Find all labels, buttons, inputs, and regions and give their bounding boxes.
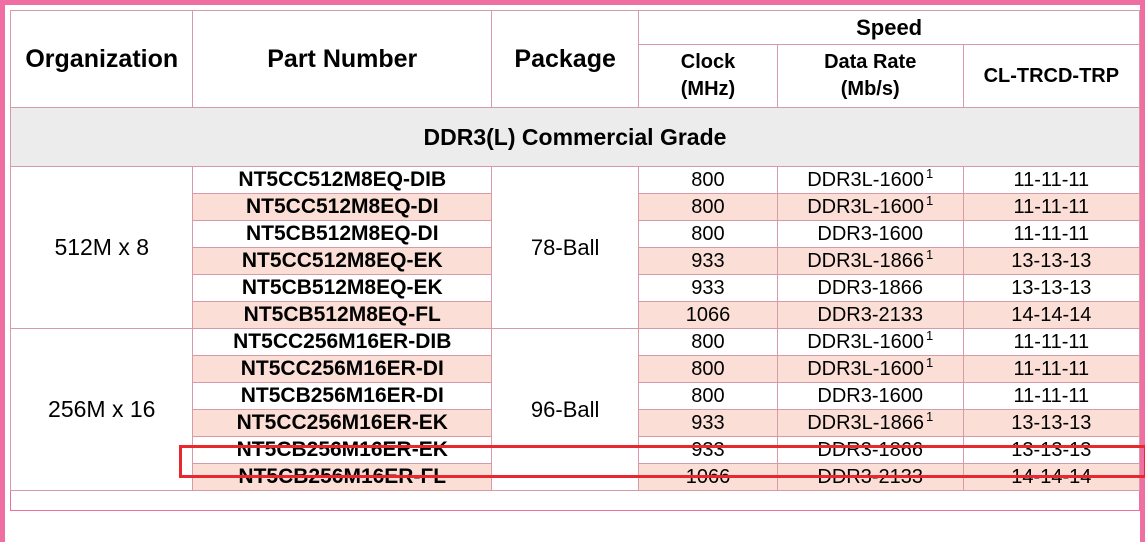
part-number-cell: NT5CB256M16ER-DI <box>192 382 493 410</box>
header-speed: Speed <box>638 10 1140 45</box>
data-rate-cell: DDR3-1866 <box>776 436 964 464</box>
clock-cell: 800 <box>638 220 778 248</box>
header-organization: Organization <box>9 10 194 108</box>
table-row: 512M x 8 NT5CC512M8EQ-DIB 78-Ball 800 DDR3L-… <box>9 166 1141 329</box>
part-number-cell: NT5CC256M16ER-DI <box>192 355 493 383</box>
data-rate-value: DDR3-1866 <box>817 276 923 299</box>
footnote-marker: 1 <box>925 328 934 343</box>
table-row: NT5CB512M8EQ-EK 933 DDR3-1866 13-13-13 <box>11 274 1141 302</box>
footnote-marker: 1 <box>925 166 934 181</box>
data-rate-cell: DDR3L-1600 1 <box>776 166 964 194</box>
clock-cell: 800 <box>638 193 778 221</box>
table-row: NT5CB256M16ER-DI 800 DDR3-1600 11-11-11 <box>11 382 1141 410</box>
timing-cell: 11-11-11 <box>962 220 1141 248</box>
header-part-number: Part Number <box>192 10 493 108</box>
timing-cell: 13-13-13 <box>962 409 1141 437</box>
timing-cell: 14-14-14 <box>962 301 1141 329</box>
part-number-cell: NT5CC256M16ER-DIB <box>192 328 493 356</box>
footnote-marker: 1 <box>925 193 934 208</box>
footnote-marker: 1 <box>925 355 934 370</box>
data-rate-cell: DDR3L-1866 1 <box>776 247 964 275</box>
clock-cell: 1066 <box>638 463 778 491</box>
timing-cell: 11-11-11 <box>962 382 1141 410</box>
header-timing: CL-TRCD-TRP <box>962 44 1141 108</box>
data-rate-cell: DDR3L-1600 1 <box>776 328 964 356</box>
package-cell: 78-Ball <box>491 166 640 329</box>
header-data-rate-title: Data Rate <box>824 51 917 73</box>
data-rate-cell: DDR3-1600 <box>776 220 964 248</box>
table-row: 256M x 16 NT5CC256M16ER-DIB 96-Ball 800 DDR3… <box>9 328 1141 491</box>
clock-cell: 800 <box>638 166 778 194</box>
table-row: NT5CC512M8EQ-DI 800 DDR3L-1600 1 11-11-11 <box>11 193 1141 221</box>
part-number-cell: NT5CB512M8EQ-EK <box>192 274 493 302</box>
header-clock-unit: (MHz) <box>680 78 736 100</box>
table-row: NT5CC256M16ER-DI 800 DDR3L-1600 1 11-11-11 <box>11 355 1141 383</box>
organization-cell: 256M x 16 <box>9 328 194 491</box>
part-number-table: Organization Part Number Package Speed C… <box>9 10 1141 511</box>
table-tail-row <box>10 490 1140 511</box>
data-rate-cell: DDR3-1866 <box>776 274 964 302</box>
part-number-cell: NT5CB256M16ER-FL <box>192 463 493 491</box>
table-row: NT5CB512M8EQ-DI 800 DDR3-1600 11-11-11 <box>11 220 1141 248</box>
clock-cell: 933 <box>638 274 778 302</box>
timing-cell: 11-11-11 <box>962 328 1141 356</box>
header-clock-title: Clock <box>680 51 736 73</box>
data-rate-cell: DDR3L-1600 1 <box>776 355 964 383</box>
timing-cell: 11-11-11 <box>962 166 1141 194</box>
footnote-marker: 1 <box>925 247 934 262</box>
table-row: NT5CC256M16ER-EK 933 DDR3L-1866 1 13-13-13 <box>11 409 1141 437</box>
part-number-cell: NT5CB512M8EQ-DI <box>192 220 493 248</box>
timing-cell: 13-13-13 <box>962 247 1141 275</box>
clock-cell: 800 <box>638 328 778 356</box>
data-rate-value: DDR3L-1600 <box>807 168 924 191</box>
timing-cell: 13-13-13 <box>962 436 1141 464</box>
header-data-rate-unit: (Mb/s) <box>840 78 900 100</box>
package-cell: 96-Ball <box>491 328 640 491</box>
data-rate-cell: DDR3-2133 <box>776 463 964 491</box>
part-number-cell: NT5CC512M8EQ-EK <box>192 247 493 275</box>
clock-cell: 933 <box>638 409 778 437</box>
part-number-cell: NT5CB512M8EQ-FL <box>192 301 493 329</box>
data-rate-cell: DDR3L-1600 1 <box>776 193 964 221</box>
table-row: NT5CB512M8EQ-FL 1066 DDR3-2133 14-14-14 <box>11 301 1141 329</box>
clock-cell: 1066 <box>638 301 778 329</box>
part-number-cell: NT5CC512M8EQ-DIB <box>192 166 493 194</box>
data-rate-cell: DDR3-2133 <box>776 301 964 329</box>
data-rate-value: DDR3L-1600 <box>807 357 924 380</box>
table-row: NT5CC512M8EQ-EK 933 DDR3L-1866 1 13-13-13 <box>11 247 1141 275</box>
data-rate-value: DDR3-1600 <box>817 384 923 407</box>
organization-cell: 512M x 8 <box>9 166 194 329</box>
data-rate-value: DDR3L-1866 <box>807 411 924 434</box>
timing-cell: 11-11-11 <box>962 355 1141 383</box>
timing-cell: 11-11-11 <box>962 193 1141 221</box>
data-rate-value: DDR3-2133 <box>817 303 923 326</box>
data-rate-value: DDR3-1600 <box>817 222 923 245</box>
header-clock: Clock (MHz) <box>638 44 778 108</box>
clock-cell: 933 <box>638 247 778 275</box>
clock-cell: 800 <box>638 355 778 383</box>
data-rate-cell: DDR3-1600 <box>776 382 964 410</box>
clock-cell: 800 <box>638 382 778 410</box>
part-number-cell: NT5CC256M16ER-EK <box>192 409 493 437</box>
data-rate-cell: DDR3L-1866 1 <box>776 409 964 437</box>
table-tail-cell <box>10 490 1140 511</box>
footnote-marker: 1 <box>925 409 934 424</box>
data-rate-value: DDR3L-1600 <box>807 195 924 218</box>
timing-cell: 13-13-13 <box>962 274 1141 302</box>
table-row: NT5CB256M16ER-EK 933 DDR3-1866 13-13-13 <box>11 436 1141 464</box>
data-rate-value: DDR3-2133 <box>817 465 923 488</box>
timing-cell: 14-14-14 <box>962 463 1141 491</box>
data-rate-value: DDR3L-1866 <box>807 249 924 272</box>
data-rate-value: DDR3L-1600 <box>807 330 924 353</box>
data-rate-value: DDR3-1866 <box>817 438 923 461</box>
header-data-rate: Data Rate (Mb/s) <box>776 44 964 108</box>
part-number-cell: NT5CC512M8EQ-DI <box>192 193 493 221</box>
clock-cell: 933 <box>638 436 778 464</box>
header-package: Package <box>491 10 640 108</box>
grade-band: DDR3(L) Commercial Grade <box>10 107 1140 167</box>
part-number-cell: NT5CB256M16ER-EK <box>192 436 493 464</box>
